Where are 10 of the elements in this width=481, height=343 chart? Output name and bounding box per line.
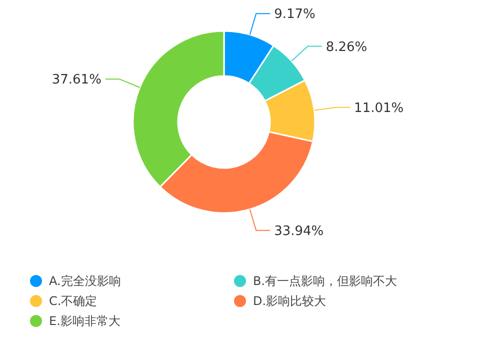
legend-label: E.影响非常大 [49, 314, 120, 328]
legend-label: D.影响比较大 [253, 294, 326, 308]
data-label: 33.94% [274, 224, 324, 239]
legend-label: C.不确定 [49, 294, 98, 308]
data-label: 8.26% [326, 40, 368, 55]
data-label: 9.17% [274, 7, 316, 22]
data-label: 11.01% [354, 100, 404, 116]
legend-label: B.有一点影响，但影响不大 [253, 274, 398, 288]
data-label: 37.61% [52, 72, 102, 88]
legend-label: A.完全没影响 [49, 274, 121, 288]
